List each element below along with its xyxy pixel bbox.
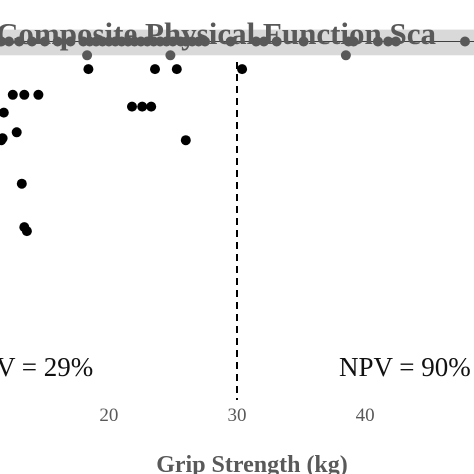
data-point (65, 36, 76, 47)
data-point (180, 135, 191, 146)
data-point (39, 36, 50, 47)
data-point (298, 36, 309, 47)
data-point (137, 101, 148, 112)
data-point (19, 89, 30, 100)
chart-title: Composite Physical Function Sca (0, 16, 437, 51)
data-point (33, 89, 44, 100)
data-point (146, 101, 157, 112)
data-point (27, 36, 37, 47)
data-point (383, 36, 394, 47)
x-tick-label: 40 (356, 405, 375, 426)
data-point (258, 36, 269, 47)
npv-annotation: NPV = 90% (339, 352, 471, 382)
data-point (340, 50, 351, 61)
data-point (83, 64, 94, 75)
data-point (150, 64, 160, 75)
data-point (251, 36, 262, 47)
data-point (348, 36, 359, 47)
ppv-annotation: V = 29% (0, 352, 93, 382)
data-point (127, 101, 137, 112)
x-tick-labels: 20 30 40 (99, 405, 374, 426)
data-point (4, 36, 14, 47)
data-point (390, 36, 401, 47)
x-tick-label: 30 (228, 405, 247, 426)
data-point (82, 50, 93, 61)
data-point (171, 64, 182, 75)
data-point (460, 36, 470, 47)
data-point (14, 36, 25, 47)
data-point (52, 36, 63, 47)
points-layer (0, 36, 470, 237)
data-point (21, 226, 32, 237)
x-tick-label: 20 (99, 405, 118, 426)
data-point (167, 36, 178, 47)
data-point (225, 36, 236, 47)
data-point (237, 64, 248, 75)
data-point (200, 36, 210, 47)
data-point (271, 36, 282, 47)
data-point (0, 135, 7, 146)
x-axis-label: Grip Strength (kg) (156, 452, 348, 474)
data-point (16, 178, 27, 189)
data-point (7, 89, 18, 100)
data-point (372, 36, 383, 47)
data-point (0, 107, 9, 118)
data-point (165, 50, 176, 61)
data-point (11, 127, 22, 138)
